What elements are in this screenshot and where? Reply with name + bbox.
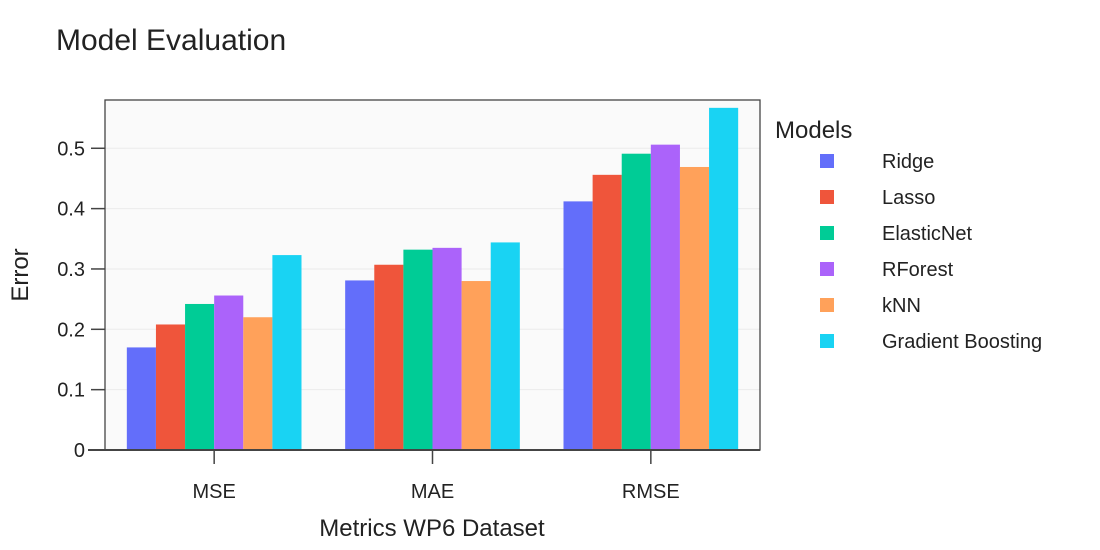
bar-rforest-mse	[214, 295, 244, 450]
legend-label: Gradient Boosting	[882, 331, 1042, 353]
bar-knn-mae	[461, 281, 491, 450]
y-tick-label: 0.3	[57, 259, 85, 281]
legend-swatch	[820, 226, 834, 240]
legend-swatch	[820, 298, 834, 312]
chart-title: Model Evaluation	[56, 24, 286, 57]
x-tick-label: MSE	[192, 481, 235, 503]
bar-knn-rmse	[679, 166, 710, 450]
bar-rforest-mae	[432, 247, 462, 450]
legend-swatch	[820, 334, 834, 348]
bar-lasso-rmse	[592, 174, 622, 451]
legend-label: Lasso	[882, 187, 935, 209]
bar-gradient-boosting-rmse	[709, 107, 739, 451]
bars	[126, 107, 739, 451]
x-axis: MSE MAE RMSE	[192, 450, 680, 503]
legend-title: Models	[775, 117, 852, 144]
y-tick-label: 0	[74, 440, 85, 462]
bar-rforest-rmse	[650, 144, 680, 451]
bar-knn-mse	[243, 317, 273, 450]
legend-label: ElasticNet	[882, 223, 972, 245]
y-tick-label: 0.4	[57, 199, 85, 221]
x-axis-title: Metrics WP6 Dataset	[319, 515, 545, 542]
legend-swatch	[820, 190, 834, 204]
x-tick-label: RMSE	[622, 481, 680, 503]
y-tick-label: 0.5	[57, 138, 85, 160]
y-tick-label: 0.2	[57, 319, 85, 341]
x-tick-label: MAE	[411, 481, 454, 503]
legend-label: kNN	[882, 295, 921, 317]
y-tick-label: 0.1	[57, 380, 85, 402]
legend-label: RForest	[882, 259, 954, 281]
bar-gradient-boosting-mae	[490, 242, 520, 450]
legend-swatch	[820, 154, 834, 168]
bar-elasticnet-mae	[403, 249, 433, 450]
bar-elasticnet-rmse	[621, 153, 651, 450]
bar-ridge-mse	[126, 347, 156, 450]
y-axis: 0 0.1 0.2 0.3 0.4 0.5	[57, 138, 105, 462]
bar-gradient-boosting-mse	[272, 255, 302, 450]
bar-lasso-mse	[155, 324, 186, 450]
bar-lasso-mae	[374, 264, 404, 450]
bar-ridge-mae	[345, 280, 375, 450]
legend-swatch	[820, 262, 834, 276]
y-axis-title: Error	[7, 248, 34, 301]
legend-label: Ridge	[882, 151, 934, 173]
bar-elasticnet-mse	[185, 303, 215, 450]
bar-ridge-rmse	[563, 201, 593, 450]
legend: Ridge Lasso ElasticNet RForest kNN Gradient B…	[820, 151, 1042, 353]
